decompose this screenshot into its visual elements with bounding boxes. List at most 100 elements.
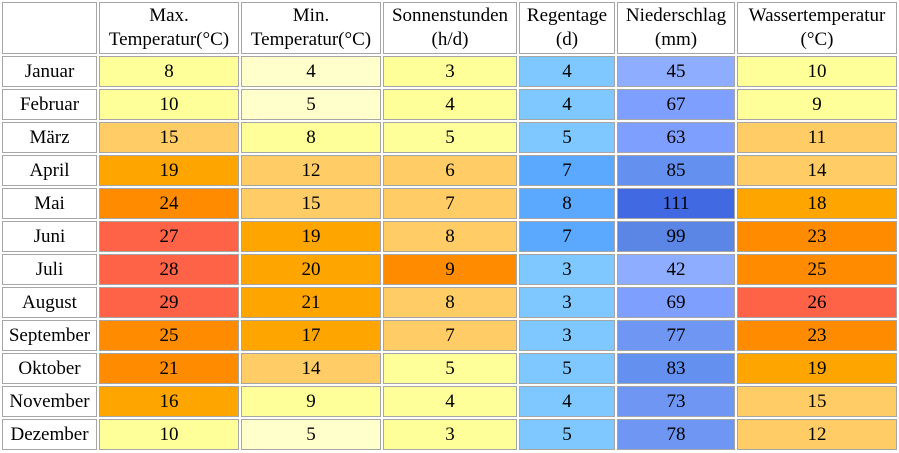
table-row: Januar 8 4 3 4 45 10 [2, 56, 897, 87]
month-label: Oktober [2, 353, 97, 384]
table-header: Max. Temperatur(°C) Min. Temperatur(°C) So… [2, 2, 897, 54]
precipitation-cell: 83 [617, 353, 735, 384]
sunshine-cell: 4 [383, 386, 517, 417]
water-temp-cell: 23 [737, 221, 897, 252]
max-temp-cell: 27 [99, 221, 239, 252]
header-water-temperature: Wassertemperatur (°C) [737, 2, 897, 54]
table-row: August 29 21 8 3 69 26 [2, 287, 897, 318]
rain-days-cell: 8 [519, 188, 615, 219]
sunshine-cell: 4 [383, 89, 517, 120]
sunshine-cell: 8 [383, 287, 517, 318]
min-temp-cell: 5 [241, 89, 381, 120]
month-label: Dezember [2, 419, 97, 450]
water-temp-cell: 15 [737, 386, 897, 417]
month-label: März [2, 122, 97, 153]
sunshine-cell: 6 [383, 155, 517, 186]
sunshine-cell: 3 [383, 419, 517, 450]
water-temp-cell: 14 [737, 155, 897, 186]
min-temp-cell: 5 [241, 419, 381, 450]
table-row: Dezember 10 5 3 5 78 12 [2, 419, 897, 450]
month-label: April [2, 155, 97, 186]
water-temp-cell: 10 [737, 56, 897, 87]
month-label: Mai [2, 188, 97, 219]
header-max-temperature: Max. Temperatur(°C) [99, 2, 239, 54]
min-temp-cell: 20 [241, 254, 381, 285]
table-row: November 16 9 4 4 73 15 [2, 386, 897, 417]
header-precipitation: Niederschlag (mm) [617, 2, 735, 54]
rain-days-cell: 7 [519, 155, 615, 186]
max-temp-cell: 15 [99, 122, 239, 153]
min-temp-cell: 15 [241, 188, 381, 219]
max-temp-cell: 8 [99, 56, 239, 87]
month-label: Juli [2, 254, 97, 285]
water-temp-cell: 11 [737, 122, 897, 153]
max-temp-cell: 29 [99, 287, 239, 318]
water-temp-cell: 12 [737, 419, 897, 450]
min-temp-cell: 14 [241, 353, 381, 384]
month-label: Januar [2, 56, 97, 87]
table-row: März 15 8 5 5 63 11 [2, 122, 897, 153]
precipitation-cell: 99 [617, 221, 735, 252]
water-temp-cell: 19 [737, 353, 897, 384]
max-temp-cell: 10 [99, 89, 239, 120]
table-row: Mai 24 15 7 8 111 18 [2, 188, 897, 219]
header-sunshine-hours: Sonnenstunden (h/d) [383, 2, 517, 54]
precipitation-cell: 73 [617, 386, 735, 417]
min-temp-cell: 19 [241, 221, 381, 252]
max-temp-cell: 10 [99, 419, 239, 450]
rain-days-cell: 5 [519, 419, 615, 450]
precipitation-cell: 69 [617, 287, 735, 318]
rain-days-cell: 5 [519, 353, 615, 384]
water-temp-cell: 23 [737, 320, 897, 351]
water-temp-cell: 26 [737, 287, 897, 318]
month-label: August [2, 287, 97, 318]
header-row: Max. Temperatur(°C) Min. Temperatur(°C) So… [2, 2, 897, 54]
table-row: September 25 17 7 3 77 23 [2, 320, 897, 351]
precipitation-cell: 111 [617, 188, 735, 219]
rain-days-cell: 4 [519, 386, 615, 417]
month-label: November [2, 386, 97, 417]
sunshine-cell: 7 [383, 320, 517, 351]
table-row: Juni 27 19 8 7 99 23 [2, 221, 897, 252]
water-temp-cell: 9 [737, 89, 897, 120]
table-row: Februar 10 5 4 4 67 9 [2, 89, 897, 120]
rain-days-cell: 3 [519, 287, 615, 318]
rain-days-cell: 5 [519, 122, 615, 153]
max-temp-cell: 19 [99, 155, 239, 186]
precipitation-cell: 85 [617, 155, 735, 186]
min-temp-cell: 12 [241, 155, 381, 186]
min-temp-cell: 8 [241, 122, 381, 153]
sunshine-cell: 8 [383, 221, 517, 252]
max-temp-cell: 16 [99, 386, 239, 417]
max-temp-cell: 28 [99, 254, 239, 285]
precipitation-cell: 45 [617, 56, 735, 87]
header-rain-days: Regentage (d) [519, 2, 615, 54]
precipitation-cell: 78 [617, 419, 735, 450]
sunshine-cell: 3 [383, 56, 517, 87]
precipitation-cell: 63 [617, 122, 735, 153]
header-min-temperature: Min. Temperatur(°C) [241, 2, 381, 54]
min-temp-cell: 4 [241, 56, 381, 87]
sunshine-cell: 7 [383, 188, 517, 219]
month-label: Juni [2, 221, 97, 252]
sunshine-cell: 9 [383, 254, 517, 285]
min-temp-cell: 21 [241, 287, 381, 318]
rain-days-cell: 7 [519, 221, 615, 252]
table-row: Oktober 21 14 5 5 83 19 [2, 353, 897, 384]
max-temp-cell: 21 [99, 353, 239, 384]
rain-days-cell: 3 [519, 254, 615, 285]
rain-days-cell: 3 [519, 320, 615, 351]
month-label: September [2, 320, 97, 351]
water-temp-cell: 18 [737, 188, 897, 219]
max-temp-cell: 24 [99, 188, 239, 219]
table-body: Januar 8 4 3 4 45 10 Februar 10 5 4 4 67 9 März 15 8 5 5 63… [2, 56, 897, 450]
water-temp-cell: 25 [737, 254, 897, 285]
max-temp-cell: 25 [99, 320, 239, 351]
min-temp-cell: 9 [241, 386, 381, 417]
precipitation-cell: 42 [617, 254, 735, 285]
table-row: April 19 12 6 7 85 14 [2, 155, 897, 186]
sunshine-cell: 5 [383, 122, 517, 153]
rain-days-cell: 4 [519, 56, 615, 87]
table-row: Juli 28 20 9 3 42 25 [2, 254, 897, 285]
